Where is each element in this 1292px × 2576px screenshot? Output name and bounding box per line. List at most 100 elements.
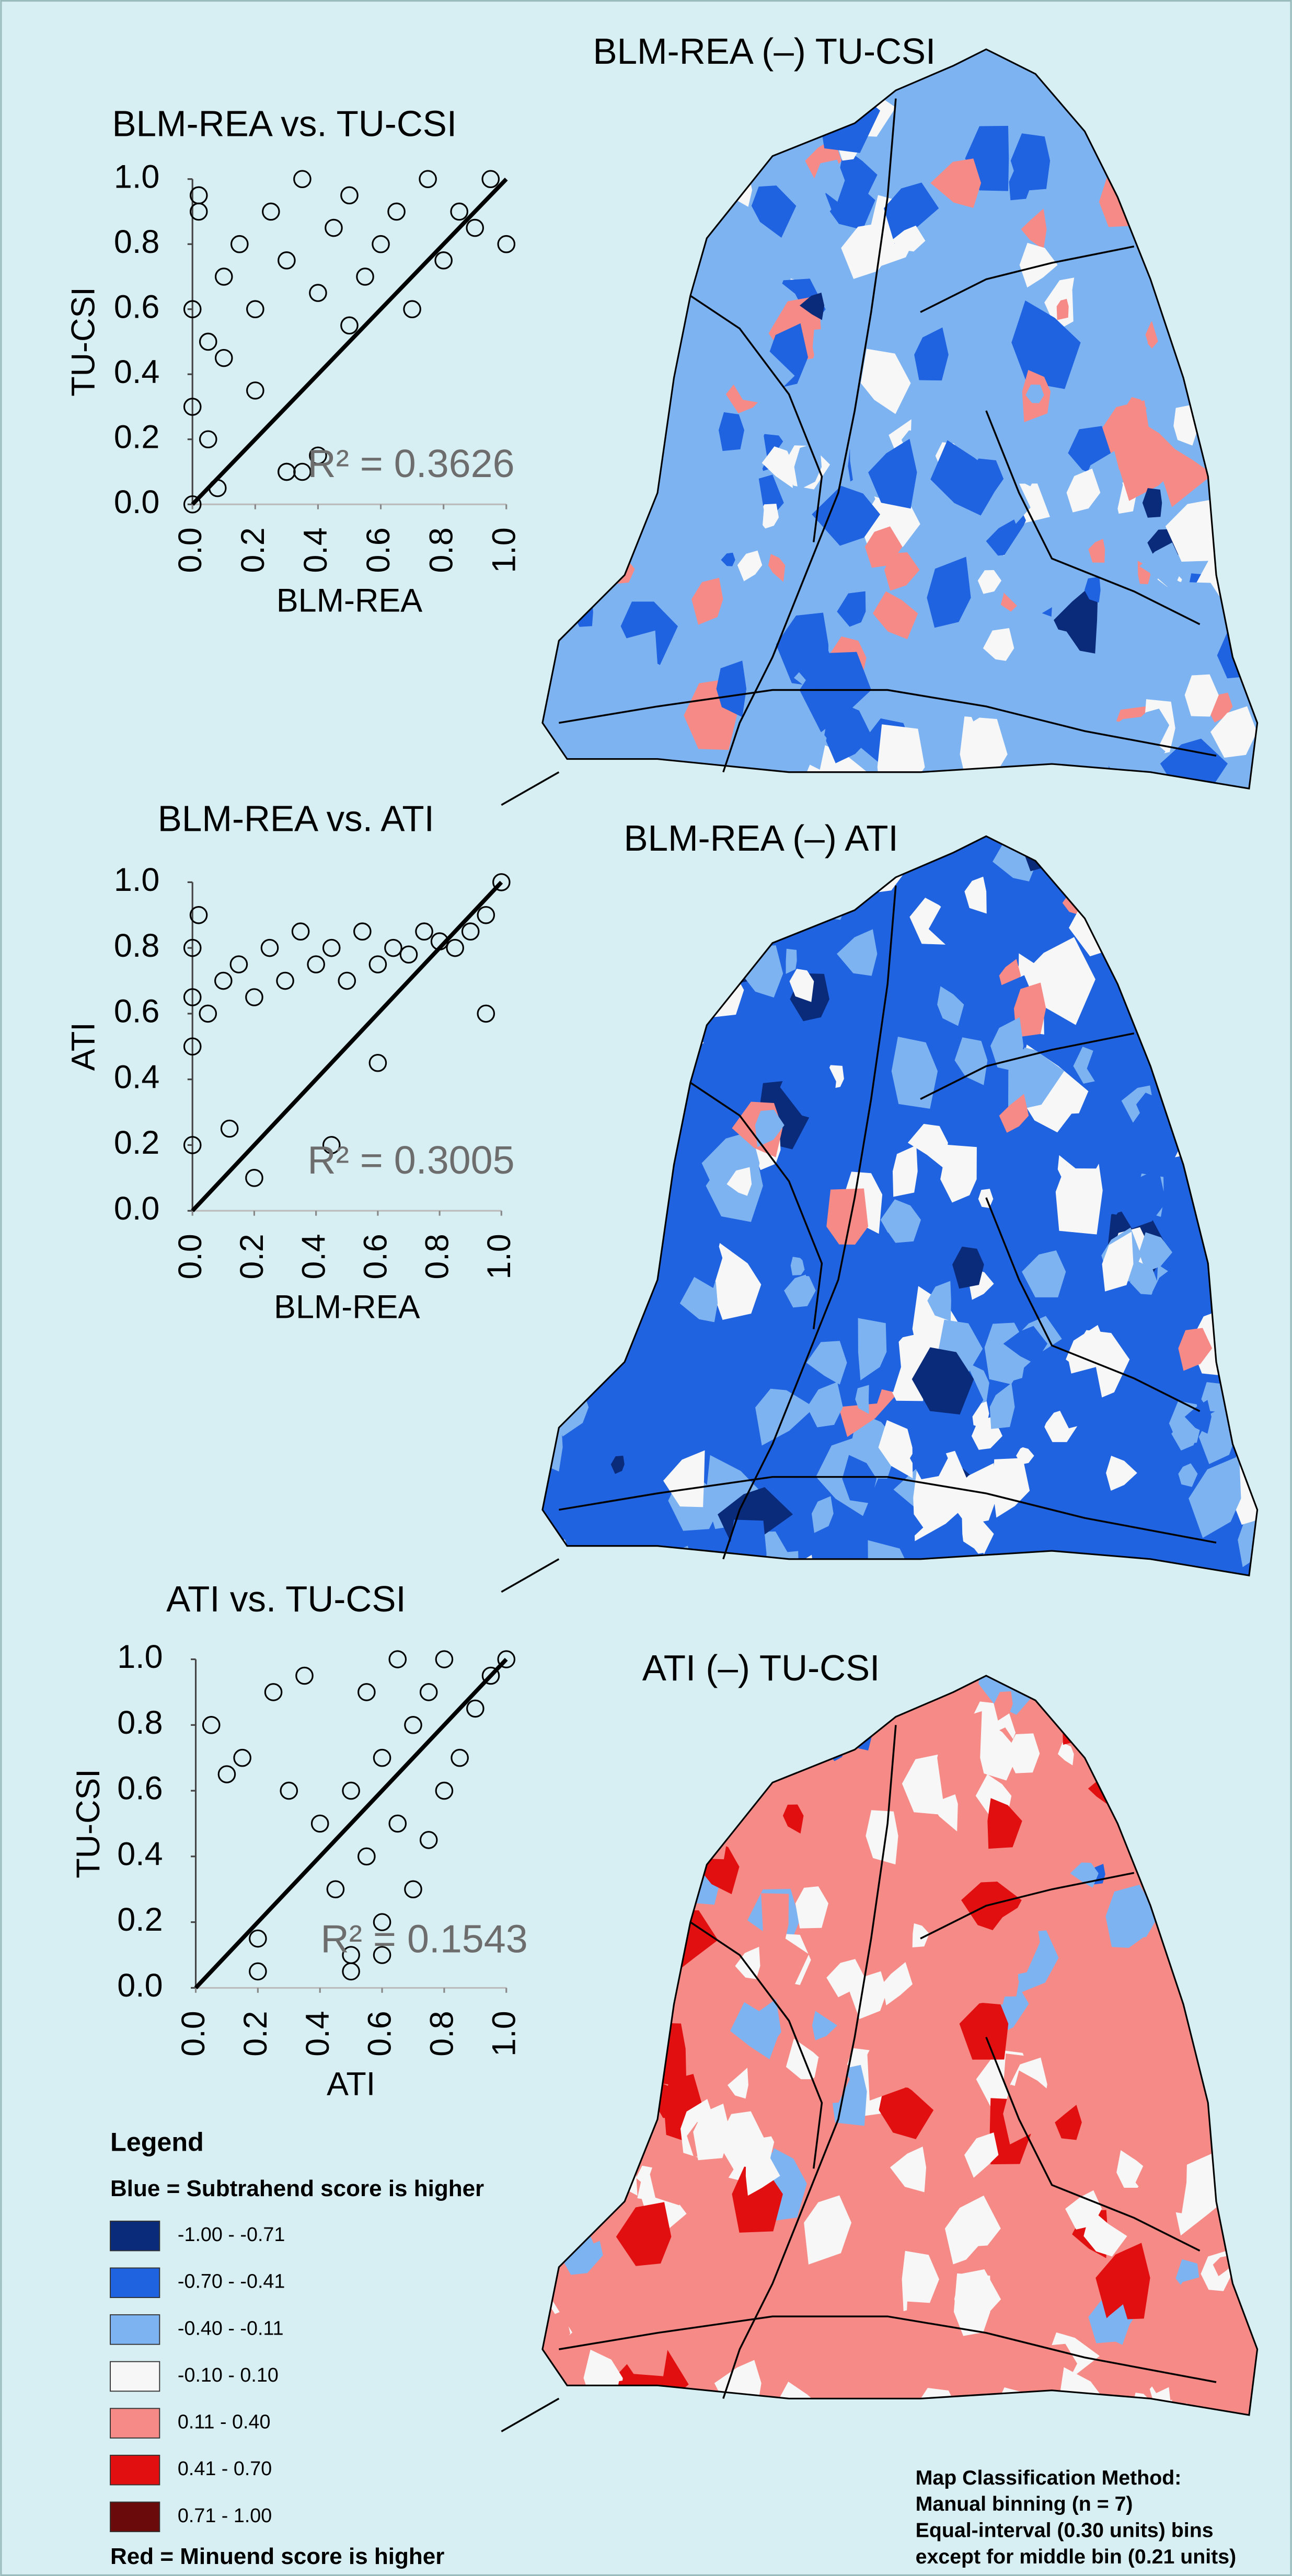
map-unit xyxy=(1021,208,1047,250)
map-unit xyxy=(1022,1250,1066,1297)
scatter-point xyxy=(189,906,208,924)
map-unit xyxy=(1055,2105,1082,2140)
scatter-point xyxy=(372,235,390,253)
scatter-point xyxy=(264,1683,283,1701)
map-unit xyxy=(786,948,797,974)
scatter-point xyxy=(340,186,359,205)
map-unit xyxy=(927,556,971,628)
map-unit xyxy=(937,1711,982,1799)
map-title: ATI (–) TU-CSI xyxy=(642,1647,880,1688)
map-unit xyxy=(987,896,1049,958)
map-unit xyxy=(971,629,1022,700)
legend-label: 0.71 - 1.00 xyxy=(178,2504,272,2526)
map-unit xyxy=(789,969,814,1002)
map-unit xyxy=(1013,982,1046,1038)
scatter-point xyxy=(450,202,468,221)
x-tick-label: 0.2 xyxy=(237,2011,274,2056)
river xyxy=(920,1032,1135,1100)
map-unit xyxy=(1105,1884,1159,1948)
x-axis-label: BLM-REA xyxy=(276,583,423,619)
x-tick-label: 0.6 xyxy=(362,2011,398,2056)
river xyxy=(559,689,1217,757)
y-tick-label: 0.2 xyxy=(117,1901,163,1938)
river xyxy=(722,1725,897,2399)
y-tick-label: 0.0 xyxy=(114,484,159,520)
map-unit xyxy=(832,2056,849,2078)
map-unit xyxy=(1003,1326,1048,1364)
y-tick-label: 0.4 xyxy=(117,1836,163,1872)
map-unit xyxy=(732,2166,783,2233)
map-unit xyxy=(737,550,763,582)
x-tick-label: 1.0 xyxy=(481,1234,517,1279)
scatter-point xyxy=(276,971,294,990)
scatter-point xyxy=(260,938,279,957)
y-tick-label: 1.0 xyxy=(114,158,159,195)
map-unit xyxy=(693,2104,730,2161)
map-unit xyxy=(928,899,988,956)
map-unit xyxy=(691,577,723,625)
scatter-point xyxy=(278,251,296,270)
map-unit xyxy=(877,724,925,789)
chart-title: BLM-REA vs. TU-CSI xyxy=(112,103,457,144)
map-title: BLM-REA (–) ATI xyxy=(624,818,898,858)
map-unit xyxy=(798,645,837,687)
river xyxy=(501,2397,560,2432)
map-outline xyxy=(541,1675,1259,2416)
x-tick-label: 0.4 xyxy=(295,1234,332,1279)
scatter-point xyxy=(183,988,202,1006)
river xyxy=(559,2315,1217,2383)
map-unit xyxy=(987,1798,1022,1849)
scatter-point xyxy=(246,300,264,319)
scatter-point xyxy=(338,971,356,990)
map-unit xyxy=(1094,551,1147,619)
map-unit xyxy=(612,2300,669,2376)
map-unit xyxy=(842,1455,877,1504)
scatter-point xyxy=(404,1880,422,1899)
map-unit xyxy=(742,1417,797,1505)
map-unit xyxy=(952,1246,984,1289)
map-unit xyxy=(1165,500,1224,562)
map-unit xyxy=(890,2146,927,2192)
map-unit xyxy=(684,1356,736,1417)
scatter-point xyxy=(183,1136,202,1154)
map-unit xyxy=(826,1188,869,1245)
y-tick-label: 0.2 xyxy=(114,1124,159,1161)
map-unit xyxy=(1003,514,1060,597)
river xyxy=(501,1558,560,1593)
scatter-point xyxy=(202,1716,221,1734)
map-unit xyxy=(801,1228,838,1278)
scatter-point xyxy=(357,1847,376,1866)
map-unit xyxy=(954,2269,1001,2322)
map-unit xyxy=(977,1716,1020,1781)
map-unit xyxy=(1139,542,1184,591)
map-unit xyxy=(1100,341,1169,407)
y-tick-label: 0.8 xyxy=(114,927,159,964)
map-unit xyxy=(926,225,956,274)
map-unit xyxy=(1125,332,1148,357)
map-unit xyxy=(1028,1168,1051,1204)
map-unit xyxy=(861,2128,899,2180)
map-unit xyxy=(813,159,845,202)
map-unit xyxy=(775,702,827,770)
method-note: except for middle bin (0.21 units) xyxy=(916,2545,1237,2568)
y-tick-label: 0.6 xyxy=(114,288,159,325)
river xyxy=(689,1082,823,1329)
map-unit xyxy=(665,1226,723,1288)
map-unit xyxy=(755,1109,785,1147)
scatter-point xyxy=(481,170,500,189)
map-unit xyxy=(792,1820,827,1858)
reference-line xyxy=(191,177,508,506)
scatter-point xyxy=(309,446,327,465)
scatter-point xyxy=(435,1781,454,1800)
map-unit xyxy=(1067,1799,1102,1861)
map-unit xyxy=(727,2068,748,2099)
chart-title: BLM-REA vs. ATI xyxy=(158,798,434,839)
map-unit xyxy=(686,1091,708,1117)
map-unit xyxy=(653,2083,695,2118)
map-unit xyxy=(878,1420,913,1479)
map-unit xyxy=(768,554,786,582)
map-unit xyxy=(1025,385,1044,403)
map-unit xyxy=(866,1810,898,1865)
scatter-point xyxy=(342,1781,360,1800)
map-unit xyxy=(775,531,810,563)
